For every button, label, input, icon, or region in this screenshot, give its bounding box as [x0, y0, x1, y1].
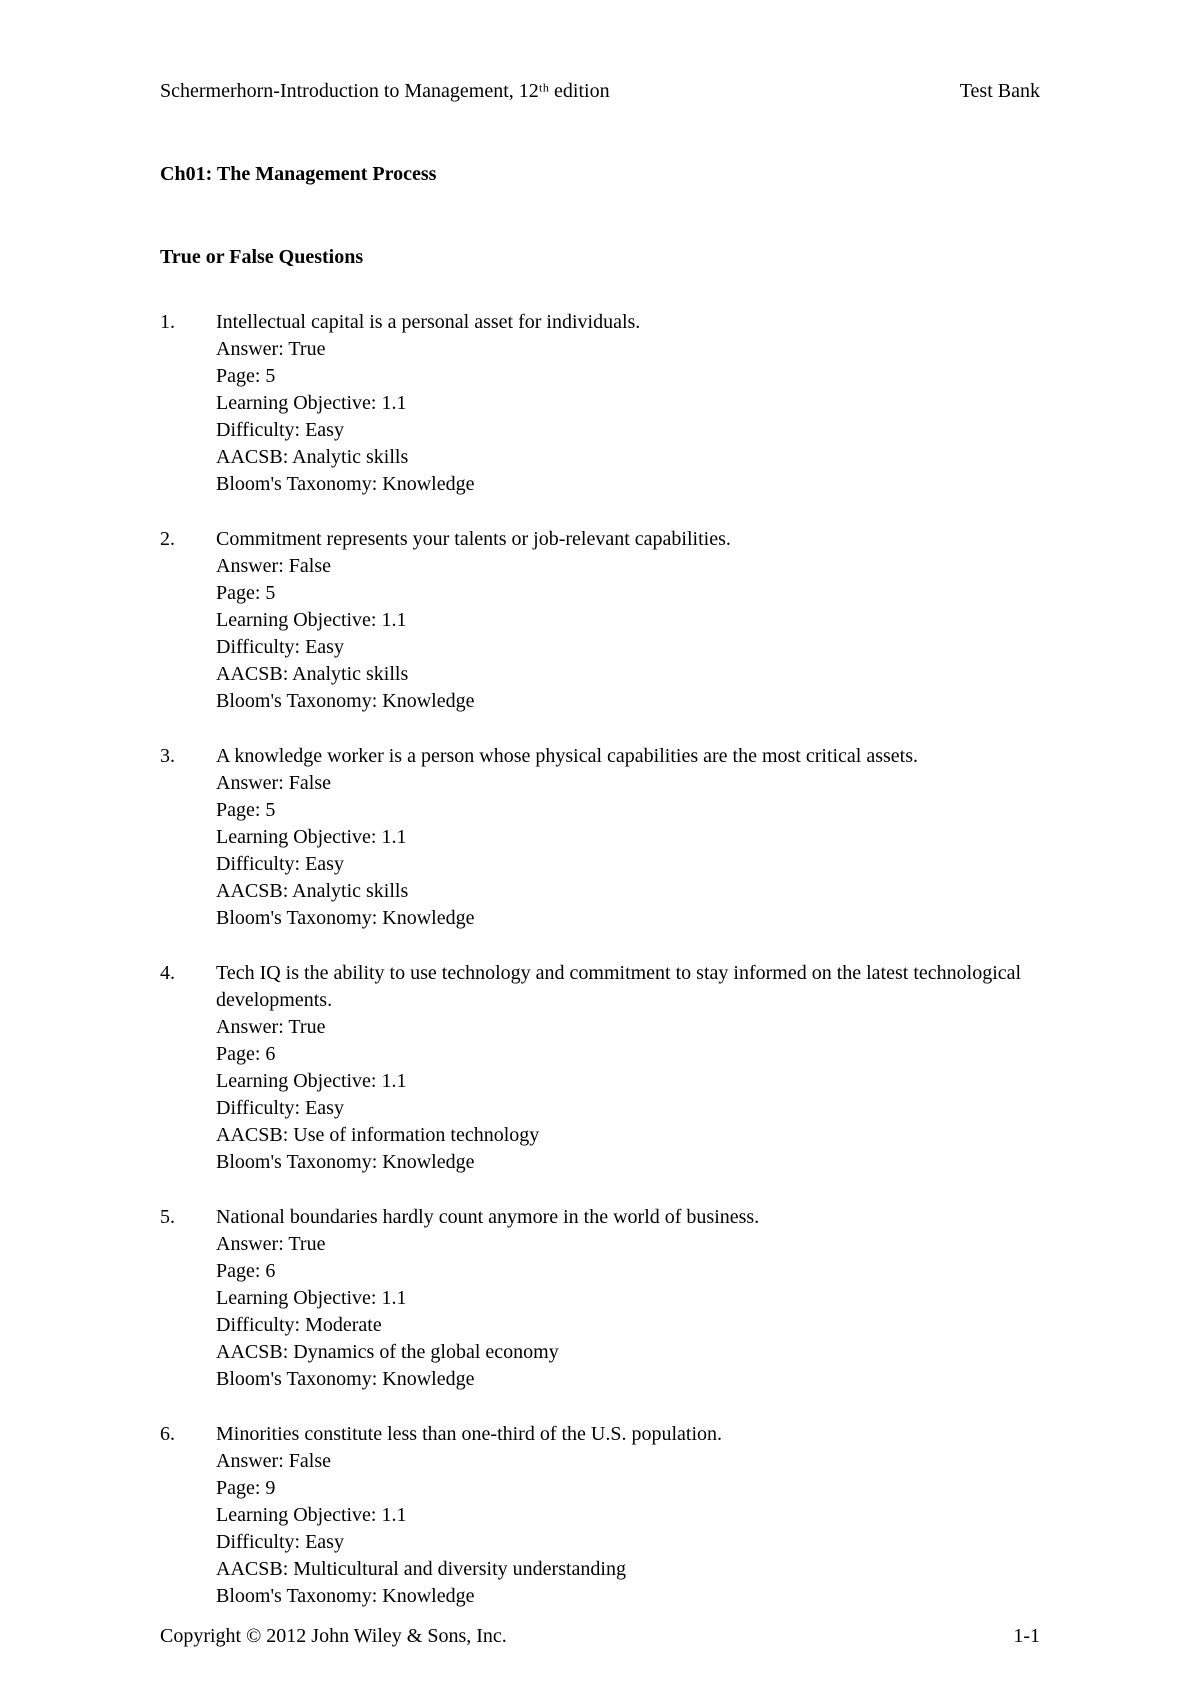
page-header: Schermerhorn-Introduction to Management,…: [160, 80, 1040, 103]
question-text: Minorities constitute less than one-thir…: [216, 1423, 722, 1445]
answer-line: Answer: False: [216, 770, 1040, 797]
question-number: 4.: [160, 960, 216, 1176]
answer-line: Answer: False: [216, 553, 1040, 580]
question-number: 5.: [160, 1204, 216, 1393]
answer-line: Answer: True: [216, 1014, 1040, 1041]
footer-left: Copyright © 2012 John Wiley & Sons, Inc.: [160, 1625, 507, 1648]
objective-line: Learning Objective: 1.1: [216, 1068, 1040, 1095]
difficulty-line: Difficulty: Easy: [216, 1095, 1040, 1122]
difficulty-line: Difficulty: Easy: [216, 634, 1040, 661]
aacsb-line: AACSB: Use of information technology: [216, 1122, 1040, 1149]
page-line: Page: 9: [216, 1475, 1040, 1502]
aacsb-line: AACSB: Dynamics of the global economy: [216, 1339, 1040, 1366]
page-content: Schermerhorn-Introduction to Management,…: [0, 0, 1200, 1688]
question-body: National boundaries hardly count anymore…: [216, 1204, 1040, 1393]
page-line: Page: 6: [216, 1258, 1040, 1285]
question-text: Tech IQ is the ability to use technology…: [216, 962, 1021, 1011]
answer-line: Answer: False: [216, 1448, 1040, 1475]
aacsb-line: AACSB: Analytic skills: [216, 661, 1040, 688]
question-text: National boundaries hardly count anymore…: [216, 1206, 759, 1228]
page-line: Page: 6: [216, 1041, 1040, 1068]
aacsb-line: AACSB: Analytic skills: [216, 878, 1040, 905]
header-left: Schermerhorn-Introduction to Management,…: [160, 80, 610, 103]
question-number: 6.: [160, 1421, 216, 1610]
question-number: 2.: [160, 526, 216, 715]
blooms-line: Bloom's Taxonomy: Knowledge: [216, 688, 1040, 715]
answer-line: Answer: True: [216, 1231, 1040, 1258]
difficulty-line: Difficulty: Easy: [216, 1529, 1040, 1556]
objective-line: Learning Objective: 1.1: [216, 607, 1040, 634]
objective-line: Learning Objective: 1.1: [216, 824, 1040, 851]
objective-line: Learning Objective: 1.1: [216, 1285, 1040, 1312]
difficulty-line: Difficulty: Easy: [216, 851, 1040, 878]
difficulty-line: Difficulty: Easy: [216, 417, 1040, 444]
aacsb-line: AACSB: Analytic skills: [216, 444, 1040, 471]
objective-line: Learning Objective: 1.1: [216, 1502, 1040, 1529]
question-text: A knowledge worker is a person whose phy…: [216, 745, 918, 767]
question-number: 3.: [160, 743, 216, 932]
page-line: Page: 5: [216, 580, 1040, 607]
question-body: Intellectual capital is a personal asset…: [216, 309, 1040, 498]
answer-line: Answer: True: [216, 336, 1040, 363]
section-title: True or False Questions: [160, 246, 1040, 269]
page-footer: Copyright © 2012 John Wiley & Sons, Inc.…: [160, 1625, 1040, 1648]
header-right: Test Bank: [960, 80, 1040, 103]
question-body: Commitment represents your talents or jo…: [216, 526, 1040, 715]
aacsb-line: AACSB: Multicultural and diversity under…: [216, 1556, 1040, 1583]
page-line: Page: 5: [216, 363, 1040, 390]
blooms-line: Bloom's Taxonomy: Knowledge: [216, 1583, 1040, 1610]
blooms-line: Bloom's Taxonomy: Knowledge: [216, 905, 1040, 932]
chapter-title: Ch01: The Management Process: [160, 163, 1040, 186]
question-block: 3. A knowledge worker is a person whose …: [160, 743, 1040, 932]
page-line: Page: 5: [216, 797, 1040, 824]
question-number: 1.: [160, 309, 216, 498]
question-body: A knowledge worker is a person whose phy…: [216, 743, 1040, 932]
question-text: Commitment represents your talents or jo…: [216, 528, 731, 550]
blooms-line: Bloom's Taxonomy: Knowledge: [216, 1149, 1040, 1176]
question-text: Intellectual capital is a personal asset…: [216, 311, 640, 333]
question-block: 2. Commitment represents your talents or…: [160, 526, 1040, 715]
question-block: 5. National boundaries hardly count anym…: [160, 1204, 1040, 1393]
difficulty-line: Difficulty: Moderate: [216, 1312, 1040, 1339]
blooms-line: Bloom's Taxonomy: Knowledge: [216, 1366, 1040, 1393]
objective-line: Learning Objective: 1.1: [216, 390, 1040, 417]
question-block: 4. Tech IQ is the ability to use technol…: [160, 960, 1040, 1176]
question-body: Tech IQ is the ability to use technology…: [216, 960, 1040, 1176]
question-block: 1. Intellectual capital is a personal as…: [160, 309, 1040, 498]
blooms-line: Bloom's Taxonomy: Knowledge: [216, 471, 1040, 498]
question-body: Minorities constitute less than one-thir…: [216, 1421, 1040, 1610]
footer-right: 1-1: [1013, 1625, 1040, 1648]
question-block: 6. Minorities constitute less than one-t…: [160, 1421, 1040, 1610]
